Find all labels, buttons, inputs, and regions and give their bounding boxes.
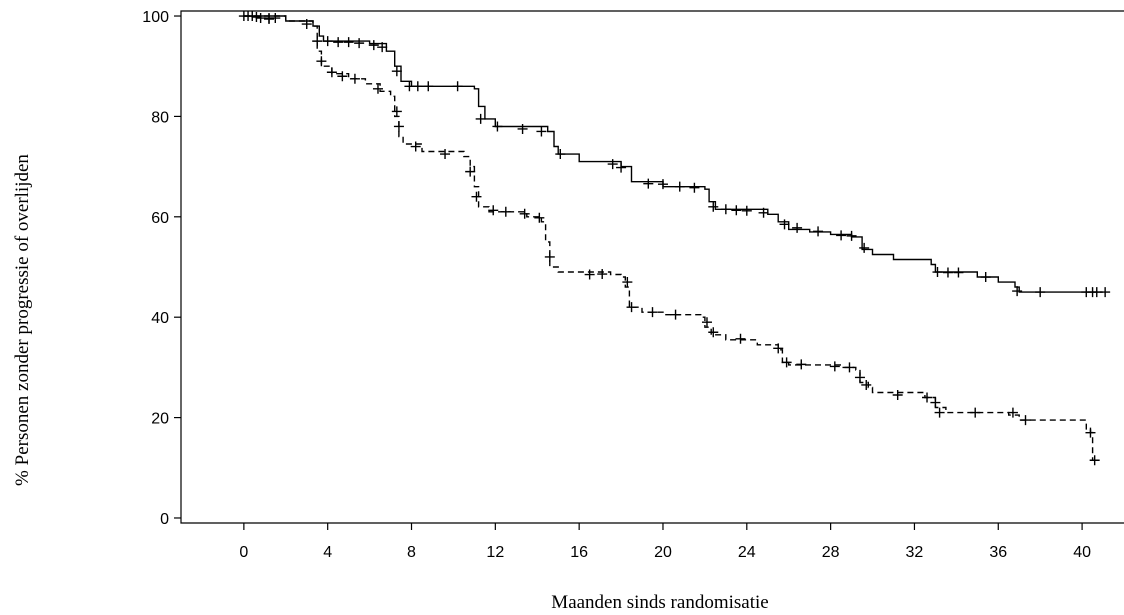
censor-mark — [354, 38, 364, 48]
censor-mark — [836, 230, 846, 240]
x-tick-label: 8 — [407, 544, 416, 561]
censor-mark — [844, 362, 854, 372]
censor-mark — [440, 149, 450, 159]
censor-mark — [465, 167, 475, 177]
y-tick-label: 0 — [160, 511, 169, 528]
censor-mark — [930, 398, 940, 408]
censor-mark — [675, 182, 685, 192]
censor-mark — [501, 207, 511, 217]
censor-mark — [622, 277, 632, 287]
censor-mark — [981, 272, 991, 282]
plot-area — [239, 11, 1110, 465]
axes: 0 4 8 12 16 20 24 28 32 36 40 0 20 40 60 80 100 — [142, 9, 1124, 561]
censor-mark — [545, 252, 555, 262]
plot-frame — [181, 11, 1124, 523]
y-tick-label: 20 — [151, 411, 169, 428]
censor-mark — [411, 142, 421, 152]
censor-mark — [935, 408, 945, 418]
y-tick-label: 60 — [151, 210, 169, 227]
censor-mark — [953, 268, 963, 278]
censor-mark — [1012, 286, 1022, 296]
censor-mark — [922, 393, 932, 403]
censor-mark — [597, 269, 607, 279]
censor-mark — [1090, 455, 1100, 465]
censor-mark — [423, 81, 433, 91]
y-tick-label: 100 — [142, 9, 169, 26]
series-line-1 — [244, 16, 1103, 292]
censor-mark — [373, 84, 383, 94]
censor-mark — [453, 81, 463, 91]
censor-mark — [855, 372, 865, 382]
x-tick-label: 20 — [654, 544, 672, 561]
censor-mark — [413, 81, 423, 91]
censor-mark — [627, 302, 637, 312]
censor-mark — [476, 114, 486, 124]
x-tick-label: 40 — [1073, 544, 1091, 561]
x-tick-label: 28 — [822, 544, 840, 561]
x-tick-label: 4 — [323, 544, 332, 561]
censor-mark — [702, 317, 712, 327]
censor-mark — [813, 226, 823, 236]
censor-mark — [1008, 408, 1018, 418]
censor-mark — [731, 205, 741, 215]
censor-mark — [394, 121, 404, 131]
censor-mark — [316, 56, 326, 66]
censor-mark — [350, 74, 360, 84]
x-tick-label: 24 — [738, 544, 756, 561]
censor-mark — [492, 121, 502, 131]
censor-mark — [847, 231, 857, 241]
x-tick-label: 16 — [570, 544, 588, 561]
censor-mark — [658, 179, 668, 189]
censor-mark — [392, 106, 402, 116]
censor-mark — [708, 327, 718, 337]
x-axis-title: Maanden sinds randomisatie — [551, 592, 768, 613]
censor-mark — [536, 126, 546, 136]
censor-mark — [932, 267, 942, 277]
x-tick-label: 36 — [989, 544, 1007, 561]
y-tick-label: 40 — [151, 310, 169, 327]
censor-mark — [859, 243, 869, 253]
censor-mark — [344, 37, 354, 47]
censor-mark — [264, 13, 274, 23]
censor-mark — [689, 183, 699, 193]
censor-mark — [518, 124, 528, 134]
y-axis-title: % Personen zonder progressie of overlijd… — [12, 154, 33, 486]
censor-mark — [742, 206, 752, 216]
censor-mark — [970, 408, 980, 418]
censor-mark — [893, 390, 903, 400]
censor-mark — [333, 37, 343, 47]
censor-mark — [1100, 287, 1110, 297]
x-tick-label: 0 — [239, 544, 248, 561]
series-line-2 — [244, 16, 1093, 460]
y-tick-label: 80 — [151, 109, 169, 126]
censor-mark — [488, 205, 498, 215]
censor-mark — [708, 202, 718, 212]
censor-mark — [312, 36, 322, 46]
censor-mark — [1035, 287, 1045, 297]
censor-mark — [555, 149, 565, 159]
censor-mark — [792, 223, 802, 233]
x-tick-label: 12 — [486, 544, 504, 561]
censor-mark — [736, 334, 746, 344]
censor-mark — [648, 307, 658, 317]
x-tick-label: 32 — [906, 544, 924, 561]
censor-mark — [943, 268, 953, 278]
censor-mark — [830, 361, 840, 371]
censor-mark — [327, 67, 337, 77]
censor-mark — [721, 204, 731, 214]
censor-mark — [1021, 415, 1031, 425]
censor-mark — [585, 270, 595, 280]
censor-mark — [861, 380, 871, 390]
censor-mark — [671, 310, 681, 320]
censor-mark — [643, 179, 653, 189]
censor-mark — [796, 359, 806, 369]
censor-mark — [782, 357, 792, 367]
censor-mark — [337, 71, 347, 81]
censor-mark — [471, 192, 481, 202]
